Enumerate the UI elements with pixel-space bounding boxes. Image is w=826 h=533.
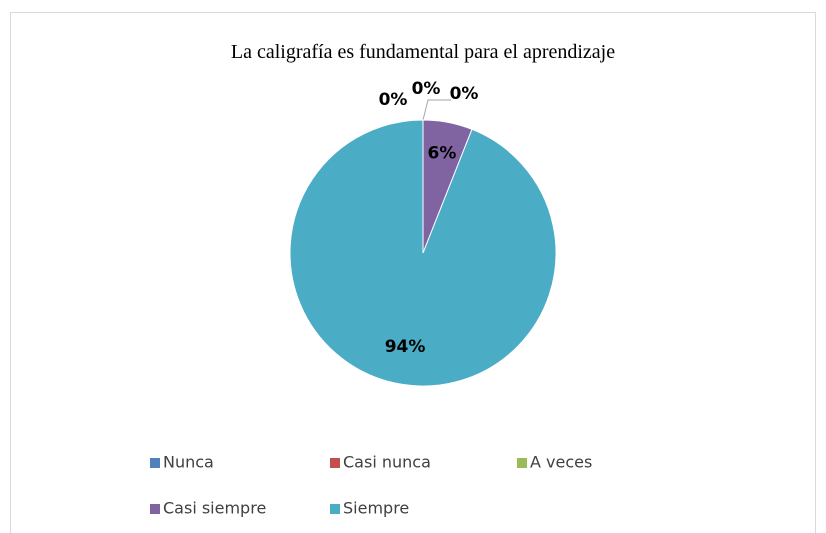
legend-marker xyxy=(330,504,340,514)
chart-frame xyxy=(10,12,816,533)
legend-marker xyxy=(150,504,160,514)
legend-label: Siempre xyxy=(343,499,409,518)
data-label: 94% xyxy=(385,337,426,357)
data-label: 0% xyxy=(450,84,479,104)
chart-title: La caligrafía es fundamental para el apr… xyxy=(231,41,615,63)
legend-marker xyxy=(330,458,340,468)
data-label: 6% xyxy=(428,144,457,164)
legend-label: Nunca xyxy=(163,453,214,472)
legend-marker xyxy=(517,458,527,468)
data-label: 0% xyxy=(412,79,441,99)
legend-label: Casi siempre xyxy=(163,499,266,518)
data-label: 0% xyxy=(379,90,408,110)
legend-label: Casi nunca xyxy=(343,453,431,472)
pie-slice xyxy=(289,119,557,387)
legend-marker xyxy=(150,458,160,468)
legend-label: A veces xyxy=(530,453,592,472)
leader-line xyxy=(422,99,451,121)
